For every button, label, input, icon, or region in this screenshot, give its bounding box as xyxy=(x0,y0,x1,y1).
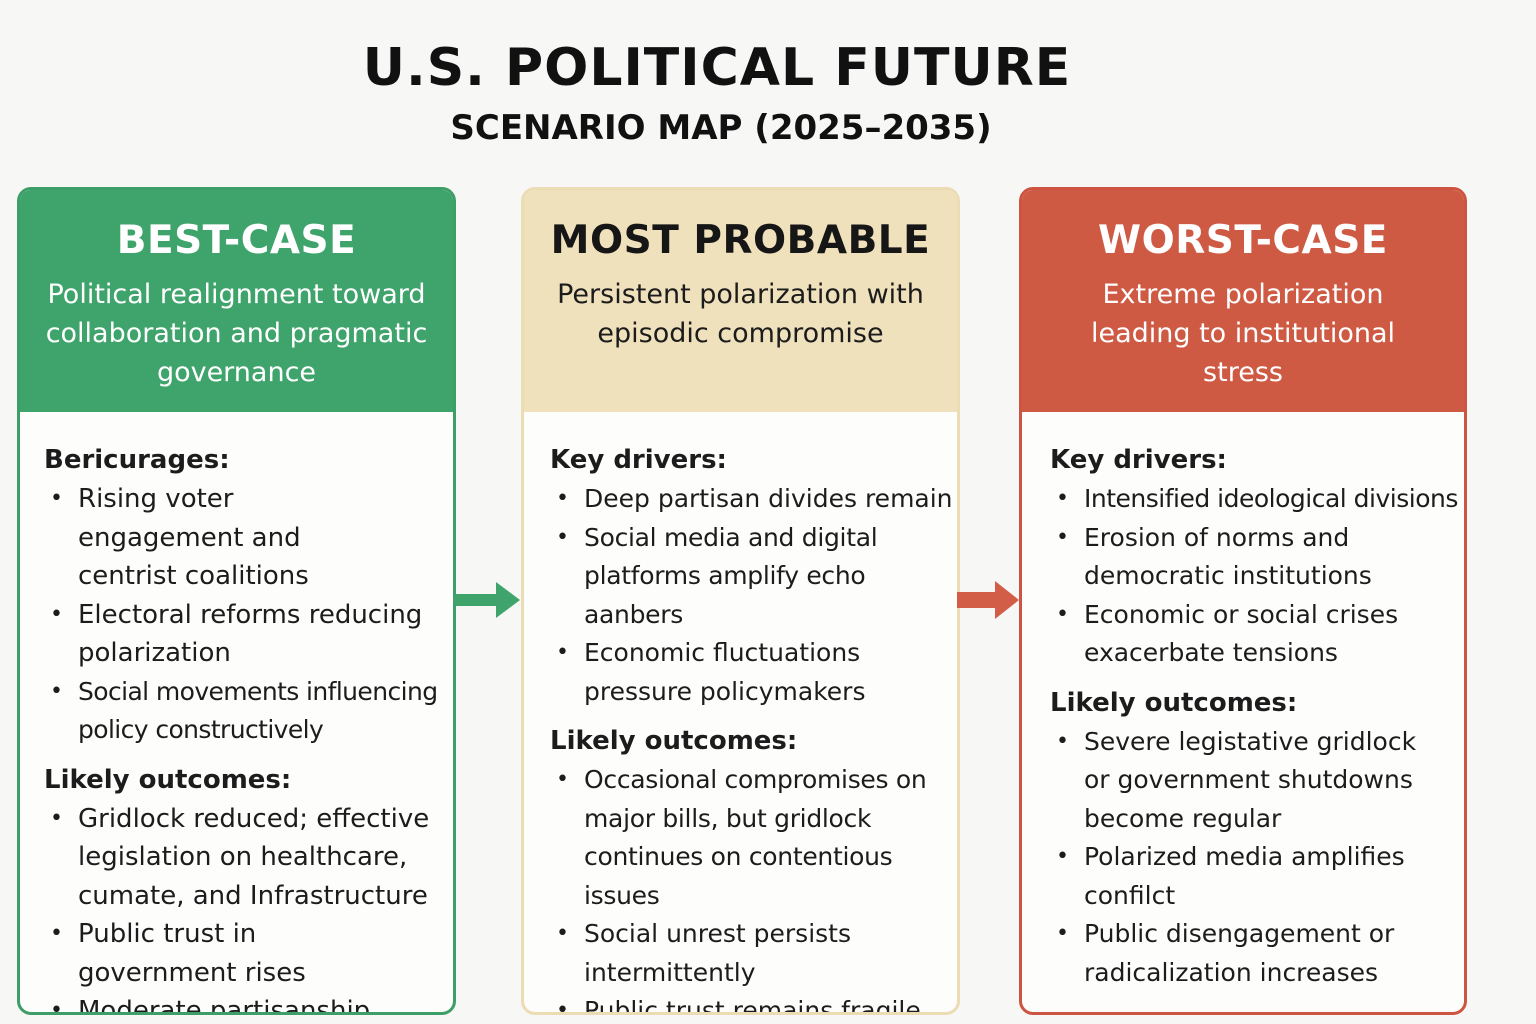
list-item: Gridlock reduced; effective legislation … xyxy=(44,800,449,916)
best-case-outcomes-list: Gridlock reduced; effective legislation … xyxy=(44,800,453,1013)
best-case-drivers-label: Bericurages: xyxy=(44,445,230,475)
best-case-body: Bericurages: Rising voter engagement and… xyxy=(20,412,453,1013)
list-item: Deep partisan divides remain xyxy=(550,480,953,519)
worst-case-drivers-list: Intensified ideological divisions Erosio… xyxy=(1050,480,1464,673)
most-probable-drivers-label: Key drivers: xyxy=(550,445,727,475)
list-item: Public trust remains fragile xyxy=(550,992,953,1012)
most-probable-body: Key drivers: Deep partisan divides remai… xyxy=(524,412,957,1012)
best-case-card: BEST-CASE Political realignment toward c… xyxy=(17,187,456,1015)
list-item: Moderate partisanship xyxy=(44,992,449,1012)
worst-case-header: WORST-CASE Extreme polarization leading … xyxy=(1022,190,1464,412)
page-subtitle: SCENARIO MAP (2025–2035) xyxy=(450,108,992,148)
list-item: Occasional compromises on major bills, b… xyxy=(550,761,953,915)
most-probable-header: MOST PROBABLE Persistent polarization wi… xyxy=(524,190,957,412)
list-item: Electoral reforms reducing polarization xyxy=(44,596,449,673)
best-case-summary: Political realignment toward collaborati… xyxy=(45,279,428,388)
list-item: Economic fluctuations pressure policymak… xyxy=(550,634,953,711)
list-item: Erosion of norms and democratic institut… xyxy=(1050,519,1460,596)
arrow-right-icon xyxy=(454,582,520,618)
list-item: Economic or social crises exacerbate ten… xyxy=(1050,596,1460,673)
best-case-header: BEST-CASE Political realignment toward c… xyxy=(20,190,453,412)
list-item: Intensified ideological divisions xyxy=(1050,480,1460,519)
most-probable-heading: MOST PROBABLE xyxy=(550,218,931,263)
worst-case-summary: Extreme polarization leading to institut… xyxy=(1090,279,1396,388)
best-case-outcomes-label: Likely outcomes: xyxy=(44,764,292,795)
list-item: Public trust in government rises xyxy=(44,915,449,992)
list-item: Severe legistative gridlock or governmen… xyxy=(1050,723,1460,839)
list-item: Social unrest persists intermittently xyxy=(550,915,953,992)
best-case-heading: BEST-CASE xyxy=(116,218,357,263)
worst-case-drivers-label: Key drivers: xyxy=(1050,445,1227,475)
best-case-drivers-list: Rising voter engagement and centrist coa… xyxy=(44,480,453,750)
worst-case-heading: WORST-CASE xyxy=(1098,218,1388,263)
most-probable-drivers-list: Deep partisan divides remain Social medi… xyxy=(550,480,957,711)
arrow-right-icon xyxy=(957,581,1019,619)
most-probable-outcomes-list: Occasional compromises on major bills, b… xyxy=(550,761,957,1012)
most-probable-card: MOST PROBABLE Persistent polarization wi… xyxy=(521,187,960,1015)
worst-case-outcomes-label: Likely outcomes: xyxy=(1050,687,1298,718)
worst-case-outcomes-list: Severe legistative gridlock or governmen… xyxy=(1050,723,1464,993)
worst-case-card: WORST-CASE Extreme polarization leading … xyxy=(1019,187,1467,1015)
most-probable-summary: Persistent polarization with episodic co… xyxy=(557,279,924,349)
page-title: U.S. POLITICAL FUTURE xyxy=(362,38,1072,98)
list-item: Polarized media amplifies confilct xyxy=(1050,838,1460,915)
list-item: Rising voter engagement and centrist coa… xyxy=(44,480,449,596)
most-probable-outcomes-label: Likely outcomes: xyxy=(550,726,798,756)
list-item: Public disengagement or radicalization i… xyxy=(1050,915,1460,992)
list-item: Social movements influencing policy cons… xyxy=(44,673,449,750)
worst-case-body: Key drivers: Intensified ideological div… xyxy=(1022,412,1464,992)
list-item: Social media and digital platforms ampli… xyxy=(550,519,953,635)
